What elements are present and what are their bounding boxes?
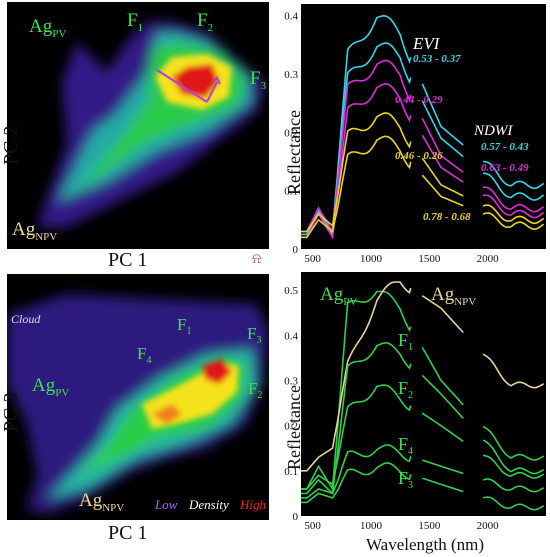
agnpv-spectrum-label: AgNPV bbox=[431, 284, 476, 308]
f3-label: F3 bbox=[250, 68, 267, 92]
f4-label-bottom: F4 bbox=[137, 344, 151, 366]
bottom-right-y-tick: 0.5 bbox=[284, 285, 298, 297]
pc1-axis-label-top: PC 1 bbox=[108, 249, 148, 271]
endmember-spectra-plot: AgPV AgNPV F1 F2 F4 F3 bbox=[301, 281, 545, 511]
spectra-evi-ndwi-plot: EVI NDWI 0.53 - 0.37 0.44 - 0.29 0.46 - … bbox=[301, 15, 545, 240]
f1-spectrum-label: F1 bbox=[398, 330, 413, 353]
top-right-y-ticks: 0 0.1 0.2 0.3 0.4 bbox=[284, 11, 298, 256]
bottom-right-y-ticks: 0 0.1 0.2 0.3 0.4 0.5 bbox=[284, 285, 298, 523]
legend-density: Density bbox=[188, 497, 229, 512]
top-spectrum-series-3 bbox=[301, 59, 545, 234]
top-right-y-tick: 0.1 bbox=[284, 186, 298, 198]
bottom-right-y-tick: 0.3 bbox=[284, 375, 298, 387]
bottom-right-y-tick: 0.4 bbox=[284, 330, 298, 342]
reflectance-axis-label-bottom: Reflectance bbox=[284, 385, 304, 470]
wavelength-axis-label: Wavelength (nm) bbox=[366, 535, 485, 554]
pc1-pc2-density-scatter: AgPV F1 F2 F3 AgNPV bbox=[7, 2, 269, 249]
spectra-series-group bbox=[301, 15, 545, 240]
top-right-y-tick: 0 bbox=[293, 244, 299, 256]
agpv-label: AgPV bbox=[29, 16, 66, 40]
f2-label: F2 bbox=[197, 10, 213, 34]
magenta-evi-range: 0.44 - 0.29 bbox=[395, 94, 443, 106]
f3-label-bottom: F3 bbox=[247, 324, 261, 346]
top-right-y-tick: 0.4 bbox=[284, 11, 298, 23]
spectra-evi-ndwi-chart: EVI NDWI 0.53 - 0.37 0.44 - 0.29 0.46 - … bbox=[301, 4, 546, 249]
agnpv-label-bottom: AgNPV bbox=[79, 490, 124, 514]
f1-label-bottom: F1 bbox=[177, 315, 191, 337]
top-spectrum-series-5 bbox=[301, 112, 545, 233]
bottom-right-x-tick: 1000 bbox=[360, 520, 383, 532]
top-right-x-tick: 500 bbox=[304, 253, 321, 265]
endmember-spectra-chart: AgPV AgNPV F1 F2 F4 F3 bbox=[301, 272, 546, 516]
agpv-label-bottom: AgPV bbox=[32, 375, 69, 399]
bottom-spectrum-series-2 bbox=[301, 281, 545, 472]
top-right-x-tick: 2000 bbox=[477, 253, 500, 265]
ndwi-annotation: NDWI bbox=[473, 123, 513, 139]
bottom-spectrum-series-5 bbox=[301, 444, 545, 499]
top-right-x-ticks: 500 1000 1500 2000 bbox=[304, 253, 499, 265]
f2-label-bottom: F2 bbox=[248, 379, 262, 401]
legend-low: Low bbox=[154, 497, 178, 512]
cyan-evi-range: 0.53 - 0.37 bbox=[413, 53, 461, 65]
bottom-right-y-tick: 0.1 bbox=[284, 466, 298, 478]
f2-spectrum-label: F2 bbox=[398, 378, 413, 401]
endmember-series-group bbox=[301, 281, 545, 511]
yellow-ndwi-range: 0.78 - 0.68 bbox=[423, 211, 471, 223]
bottom-right-x-ticks: 500 1000 1500 2000 bbox=[304, 520, 499, 532]
f3-spectrum-label: F3 bbox=[398, 468, 413, 491]
bottom-right-x-tick: 2000 bbox=[477, 520, 500, 532]
pc1-pc2-density-plot: AgPV F1 F2 F3 AgNPV bbox=[12, 10, 267, 243]
bottom-right-x-tick: 1500 bbox=[418, 520, 441, 532]
evi-annotation: EVI bbox=[412, 34, 441, 53]
pc1-pc3-density-plot: Cloud F1 F4 F3 F2 AgPV AgNPV Low Density… bbox=[7, 294, 269, 514]
magenta-ndwi-range: 0.63 - 0.49 bbox=[481, 162, 529, 174]
top-right-y-tick: 0.2 bbox=[284, 127, 298, 139]
f4-spectrum-label: F4 bbox=[398, 434, 413, 457]
bottom-right-x-tick: 500 bbox=[304, 520, 321, 532]
bottom-right-y-tick: 0.2 bbox=[284, 421, 298, 433]
yellow-evi-range: 0.46 - 0.26 bbox=[395, 150, 443, 162]
legend-high: High bbox=[239, 497, 266, 512]
pc1-axis-label-bottom: PC 1 bbox=[108, 522, 148, 544]
pc1-pc3-density-scatter: Cloud F1 F4 F3 F2 AgPV AgNPV Low Density… bbox=[7, 274, 269, 520]
top-spectrum-series-6 bbox=[301, 135, 545, 239]
agpv-spectrum-label: AgPV bbox=[320, 284, 357, 308]
agnpv-label: AgNPV bbox=[12, 219, 57, 243]
f1-label: F1 bbox=[127, 10, 143, 34]
bottom-spectrum-series-3 bbox=[301, 342, 545, 496]
bottom-spectrum-series-4 bbox=[301, 384, 545, 490]
cloud-label: Cloud bbox=[11, 312, 41, 326]
cyan-ndwi-range: 0.57 - 0.43 bbox=[481, 141, 529, 153]
bottom-spectrum-series-1 bbox=[301, 290, 545, 492]
small-arrow-icon: ⍾ bbox=[252, 252, 262, 267]
top-right-y-tick: 0.3 bbox=[284, 69, 298, 81]
top-right-x-tick: 1000 bbox=[360, 253, 383, 265]
top-right-x-tick: 1500 bbox=[418, 253, 441, 265]
pc3-axis-label: PC 3 bbox=[0, 392, 22, 432]
top-spectrum-series-2 bbox=[301, 42, 545, 237]
bottom-spectrum-series-6 bbox=[301, 462, 545, 511]
bottom-right-y-tick: 0 bbox=[293, 511, 299, 523]
